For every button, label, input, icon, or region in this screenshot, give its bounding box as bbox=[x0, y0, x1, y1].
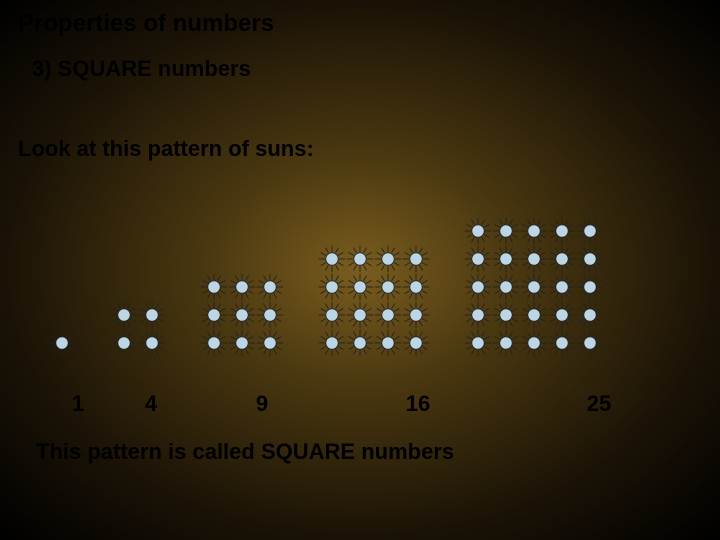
labels-row: 1491625 bbox=[48, 391, 702, 417]
sun-icon bbox=[402, 273, 430, 301]
sun-icon bbox=[464, 273, 492, 301]
sun-icon bbox=[576, 273, 604, 301]
square-number-label: 4 bbox=[108, 391, 194, 417]
sun-icon bbox=[548, 217, 576, 245]
sun-icon bbox=[492, 245, 520, 273]
square-number-label: 9 bbox=[194, 391, 330, 417]
sun-icon bbox=[200, 273, 228, 301]
sun-icon bbox=[374, 301, 402, 329]
sun-icon bbox=[318, 245, 346, 273]
sun-icon bbox=[402, 301, 430, 329]
square-number-label: 25 bbox=[506, 391, 692, 417]
sun-icon bbox=[464, 301, 492, 329]
sun-icon bbox=[374, 245, 402, 273]
sun-icon bbox=[520, 245, 548, 273]
sun-icon bbox=[576, 301, 604, 329]
caption-text: This pattern is called SQUARE numbers bbox=[36, 439, 702, 465]
pattern-16 bbox=[318, 245, 430, 357]
sun-icon bbox=[318, 273, 346, 301]
sun-icon bbox=[346, 329, 374, 357]
square-number-label: 16 bbox=[330, 391, 506, 417]
sun-icon bbox=[256, 301, 284, 329]
sun-icon bbox=[138, 301, 166, 329]
patterns-row bbox=[48, 192, 702, 357]
sun-icon bbox=[402, 329, 430, 357]
sun-icon bbox=[110, 329, 138, 357]
sun-icon bbox=[548, 329, 576, 357]
pattern-4 bbox=[110, 301, 166, 357]
sun-grid bbox=[464, 217, 604, 357]
sun-grid bbox=[200, 273, 284, 357]
slide: Properties of numbers 3) SQUARE numbers … bbox=[0, 0, 720, 540]
page-title: Properties of numbers bbox=[18, 10, 702, 38]
sun-icon bbox=[520, 301, 548, 329]
sun-icon bbox=[576, 217, 604, 245]
sun-icon bbox=[256, 329, 284, 357]
sun-icon bbox=[200, 329, 228, 357]
sun-icon bbox=[520, 273, 548, 301]
sun-icon bbox=[110, 301, 138, 329]
sun-icon bbox=[346, 245, 374, 273]
sun-grid bbox=[48, 329, 76, 357]
sun-icon bbox=[492, 301, 520, 329]
sun-icon bbox=[228, 301, 256, 329]
sun-icon bbox=[464, 245, 492, 273]
pattern-1 bbox=[48, 329, 76, 357]
sun-icon bbox=[492, 329, 520, 357]
sun-icon bbox=[48, 329, 76, 357]
sun-grid bbox=[110, 301, 166, 357]
sun-icon bbox=[548, 301, 576, 329]
sun-icon bbox=[318, 329, 346, 357]
sun-icon bbox=[228, 329, 256, 357]
section-heading: 3) SQUARE numbers bbox=[32, 56, 702, 82]
sun-icon bbox=[576, 329, 604, 357]
sun-icon bbox=[346, 273, 374, 301]
sun-icon bbox=[318, 301, 346, 329]
sun-icon bbox=[464, 329, 492, 357]
sun-grid bbox=[318, 245, 430, 357]
square-number-label: 1 bbox=[48, 391, 108, 417]
sun-icon bbox=[200, 301, 228, 329]
sun-icon bbox=[520, 329, 548, 357]
sun-icon bbox=[464, 217, 492, 245]
pattern-9 bbox=[200, 273, 284, 357]
sun-icon bbox=[520, 217, 548, 245]
instruction-text: Look at this pattern of suns: bbox=[18, 136, 702, 162]
sun-icon bbox=[492, 273, 520, 301]
sun-icon bbox=[374, 329, 402, 357]
sun-icon bbox=[548, 273, 576, 301]
sun-icon bbox=[548, 245, 576, 273]
sun-icon bbox=[256, 273, 284, 301]
sun-icon bbox=[576, 245, 604, 273]
sun-icon bbox=[138, 329, 166, 357]
pattern-25 bbox=[464, 217, 604, 357]
sun-icon bbox=[402, 245, 430, 273]
sun-icon bbox=[374, 273, 402, 301]
sun-icon bbox=[346, 301, 374, 329]
sun-icon bbox=[492, 217, 520, 245]
sun-icon bbox=[228, 273, 256, 301]
